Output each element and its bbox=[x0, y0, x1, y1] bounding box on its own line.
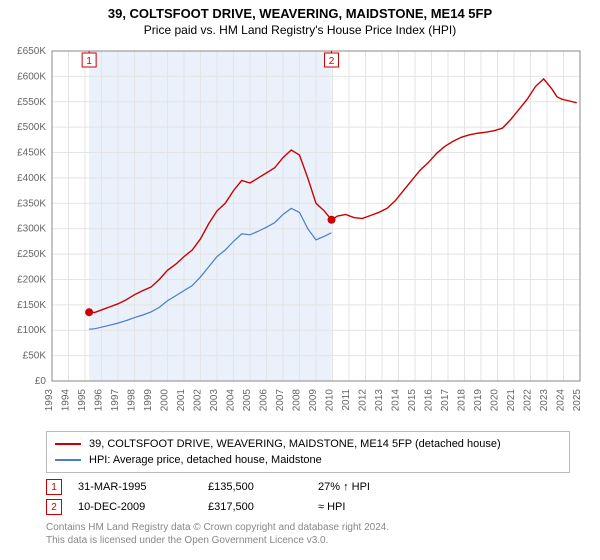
svg-text:2017: 2017 bbox=[440, 389, 451, 412]
svg-text:2018: 2018 bbox=[457, 389, 468, 412]
page-subtitle: Price paid vs. HM Land Registry's House … bbox=[0, 23, 600, 37]
svg-text:1997: 1997 bbox=[110, 389, 121, 412]
svg-text:1995: 1995 bbox=[77, 389, 88, 412]
svg-text:2003: 2003 bbox=[209, 389, 220, 412]
svg-text:2000: 2000 bbox=[160, 389, 171, 412]
svg-text:2014: 2014 bbox=[391, 389, 402, 412]
svg-text:£550K: £550K bbox=[17, 97, 46, 108]
legend-label-2: HPI: Average price, detached house, Maid… bbox=[89, 454, 322, 466]
svg-text:£300K: £300K bbox=[17, 224, 46, 235]
svg-text:2011: 2011 bbox=[341, 389, 352, 411]
svg-text:2021: 2021 bbox=[506, 389, 517, 412]
svg-text:2023: 2023 bbox=[539, 389, 550, 412]
legend-swatch-2 bbox=[55, 459, 81, 461]
page-title: 39, COLTSFOOT DRIVE, WEAVERING, MAIDSTON… bbox=[0, 6, 600, 21]
txn-badge: 1 bbox=[46, 479, 62, 495]
svg-text:2002: 2002 bbox=[193, 389, 204, 412]
svg-text:1994: 1994 bbox=[61, 389, 72, 412]
txn-date: 10-DEC-2009 bbox=[78, 501, 208, 513]
svg-text:2024: 2024 bbox=[556, 389, 567, 412]
transaction-row: 2 10-DEC-2009£317,500≈ HPI bbox=[46, 499, 600, 515]
svg-text:£100K: £100K bbox=[17, 325, 46, 336]
svg-text:1: 1 bbox=[86, 56, 92, 67]
svg-text:2013: 2013 bbox=[374, 389, 385, 412]
legend-row-1: 39, COLTSFOOT DRIVE, WEAVERING, MAIDSTON… bbox=[55, 436, 561, 452]
txn-price: £317,500 bbox=[208, 501, 318, 513]
transactions: 1 31-MAR-1995£135,50027% ↑ HPI 2 10-DEC-200… bbox=[0, 479, 600, 515]
svg-text:2020: 2020 bbox=[490, 389, 501, 412]
legend-label-1: 39, COLTSFOOT DRIVE, WEAVERING, MAIDSTON… bbox=[89, 438, 501, 450]
svg-text:£250K: £250K bbox=[17, 249, 46, 260]
svg-text:2005: 2005 bbox=[242, 389, 253, 412]
svg-text:£500K: £500K bbox=[17, 122, 46, 133]
svg-text:£200K: £200K bbox=[17, 274, 46, 285]
svg-text:£400K: £400K bbox=[17, 173, 46, 184]
price-chart: £0 £50K £100K £150K £200K £250K £300K £350K £400… bbox=[0, 43, 600, 423]
legend-swatch-1 bbox=[55, 443, 81, 445]
txn-badge: 2 bbox=[46, 499, 62, 515]
txn-hpi-relation: ≈ HPI bbox=[318, 501, 438, 513]
svg-text:£0: £0 bbox=[35, 376, 47, 387]
svg-text:1993: 1993 bbox=[44, 389, 55, 412]
attribution: Contains HM Land Registry data © Crown c… bbox=[46, 521, 570, 547]
txn-price: £135,500 bbox=[208, 481, 318, 493]
svg-text:2008: 2008 bbox=[292, 389, 303, 412]
svg-text:£50K: £50K bbox=[23, 351, 47, 362]
svg-text:2: 2 bbox=[329, 56, 335, 67]
svg-text:£350K: £350K bbox=[17, 198, 46, 209]
svg-text:2015: 2015 bbox=[407, 389, 418, 412]
svg-text:2016: 2016 bbox=[424, 389, 435, 412]
svg-text:2001: 2001 bbox=[176, 389, 187, 412]
svg-text:1996: 1996 bbox=[94, 389, 105, 412]
svg-text:1999: 1999 bbox=[143, 389, 154, 412]
svg-text:1998: 1998 bbox=[127, 389, 138, 412]
svg-text:£450K: £450K bbox=[17, 148, 46, 159]
attribution-line-2: This data is licensed under the Open Gov… bbox=[46, 534, 570, 547]
svg-text:2004: 2004 bbox=[226, 389, 237, 412]
svg-text:2012: 2012 bbox=[358, 389, 369, 412]
svg-text:2006: 2006 bbox=[259, 389, 270, 412]
legend: 39, COLTSFOOT DRIVE, WEAVERING, MAIDSTON… bbox=[46, 431, 570, 473]
svg-text:£650K: £650K bbox=[17, 46, 46, 57]
svg-text:2010: 2010 bbox=[325, 389, 336, 412]
svg-text:2019: 2019 bbox=[473, 389, 484, 412]
attribution-line-1: Contains HM Land Registry data © Crown c… bbox=[46, 521, 570, 534]
transaction-row: 1 31-MAR-1995£135,50027% ↑ HPI bbox=[46, 479, 600, 495]
legend-row-2: HPI: Average price, detached house, Maid… bbox=[55, 452, 561, 468]
svg-text:2025: 2025 bbox=[572, 389, 583, 412]
txn-hpi-relation: 27% ↑ HPI bbox=[318, 481, 438, 493]
svg-text:£150K: £150K bbox=[17, 300, 46, 311]
svg-text:2009: 2009 bbox=[308, 389, 319, 412]
txn-date: 31-MAR-1995 bbox=[78, 481, 208, 493]
svg-text:2022: 2022 bbox=[523, 389, 534, 412]
svg-text:£600K: £600K bbox=[17, 71, 46, 82]
svg-text:2007: 2007 bbox=[275, 389, 286, 412]
